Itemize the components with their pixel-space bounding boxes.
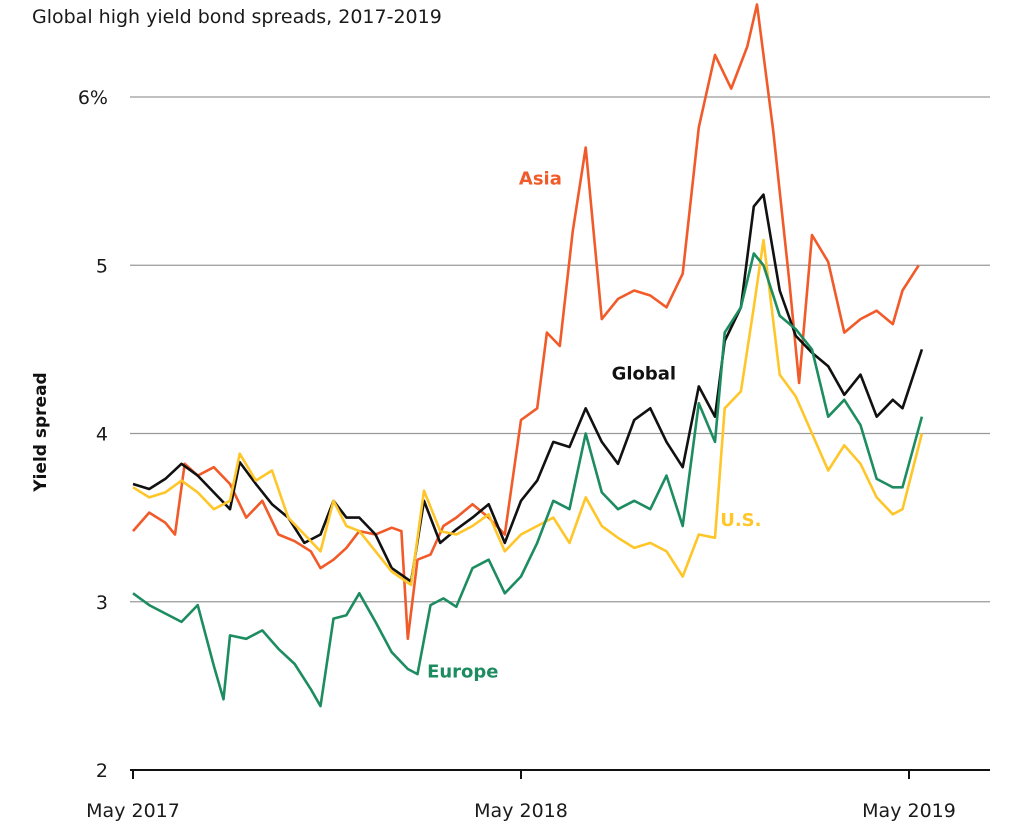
gridlines: [130, 96, 990, 603]
series-label-asia: Asia: [519, 168, 562, 189]
x-tick-label: May 2019: [862, 800, 956, 822]
x-axis: May 2017 May 2018 May 2019: [86, 769, 990, 822]
y-tick-label: 6%: [78, 87, 108, 109]
y-tick-label: 2: [96, 760, 108, 782]
series-label-global: Global: [612, 364, 677, 385]
series-line-us: [132, 238, 924, 587]
series-line-global: [132, 193, 924, 583]
series-lines: [132, 3, 924, 708]
series-label-us: U.S.: [720, 510, 761, 531]
y-tick-label: 4: [96, 424, 108, 446]
x-tick-label: May 2018: [474, 800, 568, 822]
y-tick-label: 3: [96, 592, 108, 614]
x-tick-label: May 2017: [86, 800, 180, 822]
series-line-europe: [132, 252, 924, 708]
y-tick-labels: 2 3 4 5 6%: [78, 87, 108, 782]
y-tick-label: 5: [96, 255, 108, 277]
series-line-asia: [132, 3, 920, 641]
y-axis-label: Yield spread: [31, 372, 51, 492]
chart-title: Global high yield bond spreads, 2017-201…: [32, 6, 442, 28]
series-label-europe: Europe: [427, 661, 498, 682]
series-labels: Asia Global U.S. Europe: [427, 168, 761, 682]
